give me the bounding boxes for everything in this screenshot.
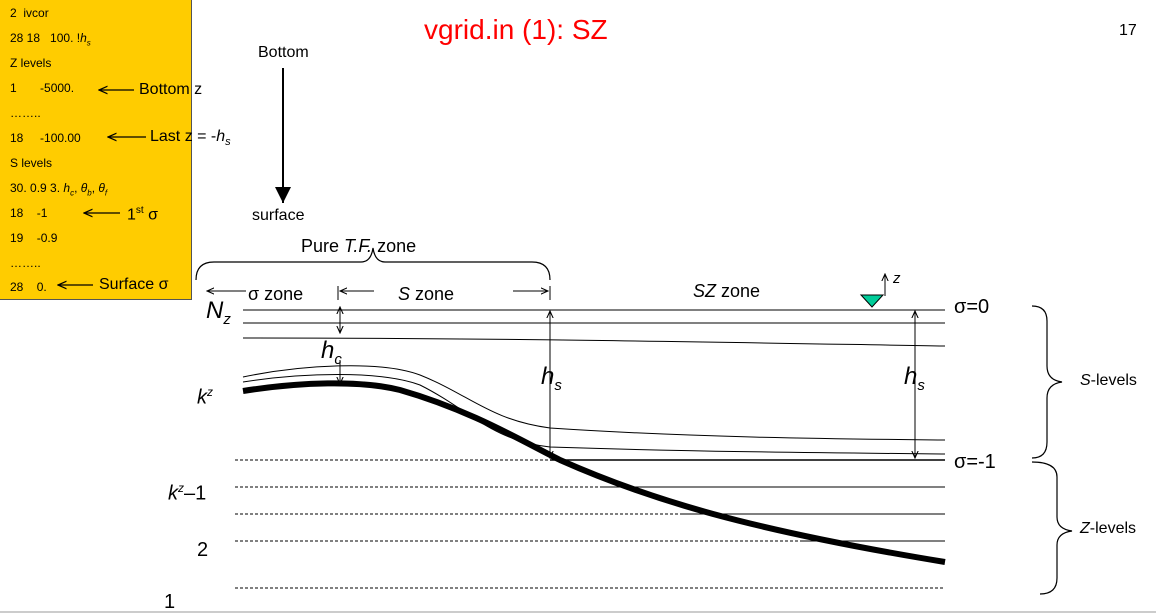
code-line-dots2: …….. bbox=[10, 256, 41, 270]
bottom-bathymetry bbox=[242, 380, 946, 565]
code-line-dots1: …….. bbox=[10, 106, 41, 120]
sz-zone-label: SZ zone bbox=[693, 281, 761, 301]
code-line-zlevels: Z levels bbox=[10, 56, 52, 70]
annotation-surface-sigma: Surface σ bbox=[99, 276, 169, 293]
s-level-line-3 bbox=[242, 337, 946, 347]
s-levels-brace bbox=[1031, 305, 1063, 459]
code-box: 2 ivcor 28 18 100. !hs Z levels 1 -5000.… bbox=[0, 0, 192, 300]
code-line-nvrt: 28 18 100. !hs bbox=[10, 31, 91, 48]
pure-tf-zone-label: Pure T.F. zone bbox=[301, 236, 417, 256]
hc-label: hc bbox=[321, 337, 342, 368]
code-line-s18: 18 -1 bbox=[10, 206, 48, 220]
page-title: vgrid.in (1): SZ bbox=[424, 14, 608, 45]
kz-minus-1-label: kz–1 bbox=[168, 481, 207, 505]
kz-label: kz bbox=[197, 385, 213, 409]
code-line-s28: 28 0. bbox=[10, 280, 47, 294]
page-number: 17 bbox=[1119, 22, 1137, 39]
z-levels-brace bbox=[1031, 461, 1073, 595]
sigma-minus-one-label: σ=-1 bbox=[954, 451, 996, 473]
code-line-slevels: S levels bbox=[10, 156, 53, 170]
arrow-label-bottom: Bottom bbox=[258, 44, 309, 61]
code-line-z18: 18 -100.00 bbox=[10, 131, 81, 145]
code-line-s19: 19 -0.9 bbox=[10, 231, 58, 245]
level-2-label: 2 bbox=[197, 539, 209, 561]
code-line-z1: 1 -5000. bbox=[10, 81, 75, 95]
annotation-first-sigma: 1st σ bbox=[127, 205, 159, 224]
z-levels-label: Z-levels bbox=[1080, 520, 1137, 537]
sigma-zone-label: σ zone bbox=[248, 284, 304, 304]
code-line-params: 30. 0.9 3. hc, θb, θf bbox=[10, 181, 108, 198]
s-levels-label: S-levels bbox=[1080, 372, 1137, 389]
s-level-curve-1 bbox=[242, 365, 946, 441]
annotation-bottom-z: Bottom z bbox=[139, 81, 203, 98]
nz-label: Nz bbox=[206, 297, 231, 328]
s-zone-label: S zone bbox=[398, 284, 455, 304]
water-surface-marker bbox=[859, 294, 885, 308]
z-axis-label: z bbox=[893, 270, 901, 287]
annotation-last-z: Last z = -hs bbox=[150, 128, 231, 149]
pure-tf-brace bbox=[195, 247, 551, 281]
sigma-zero-label: σ=0 bbox=[954, 296, 990, 318]
code-line-ivcor: 2 ivcor bbox=[10, 6, 49, 20]
level-1-label: 1 bbox=[164, 591, 176, 613]
arrow-label-surface: surface bbox=[252, 207, 305, 224]
